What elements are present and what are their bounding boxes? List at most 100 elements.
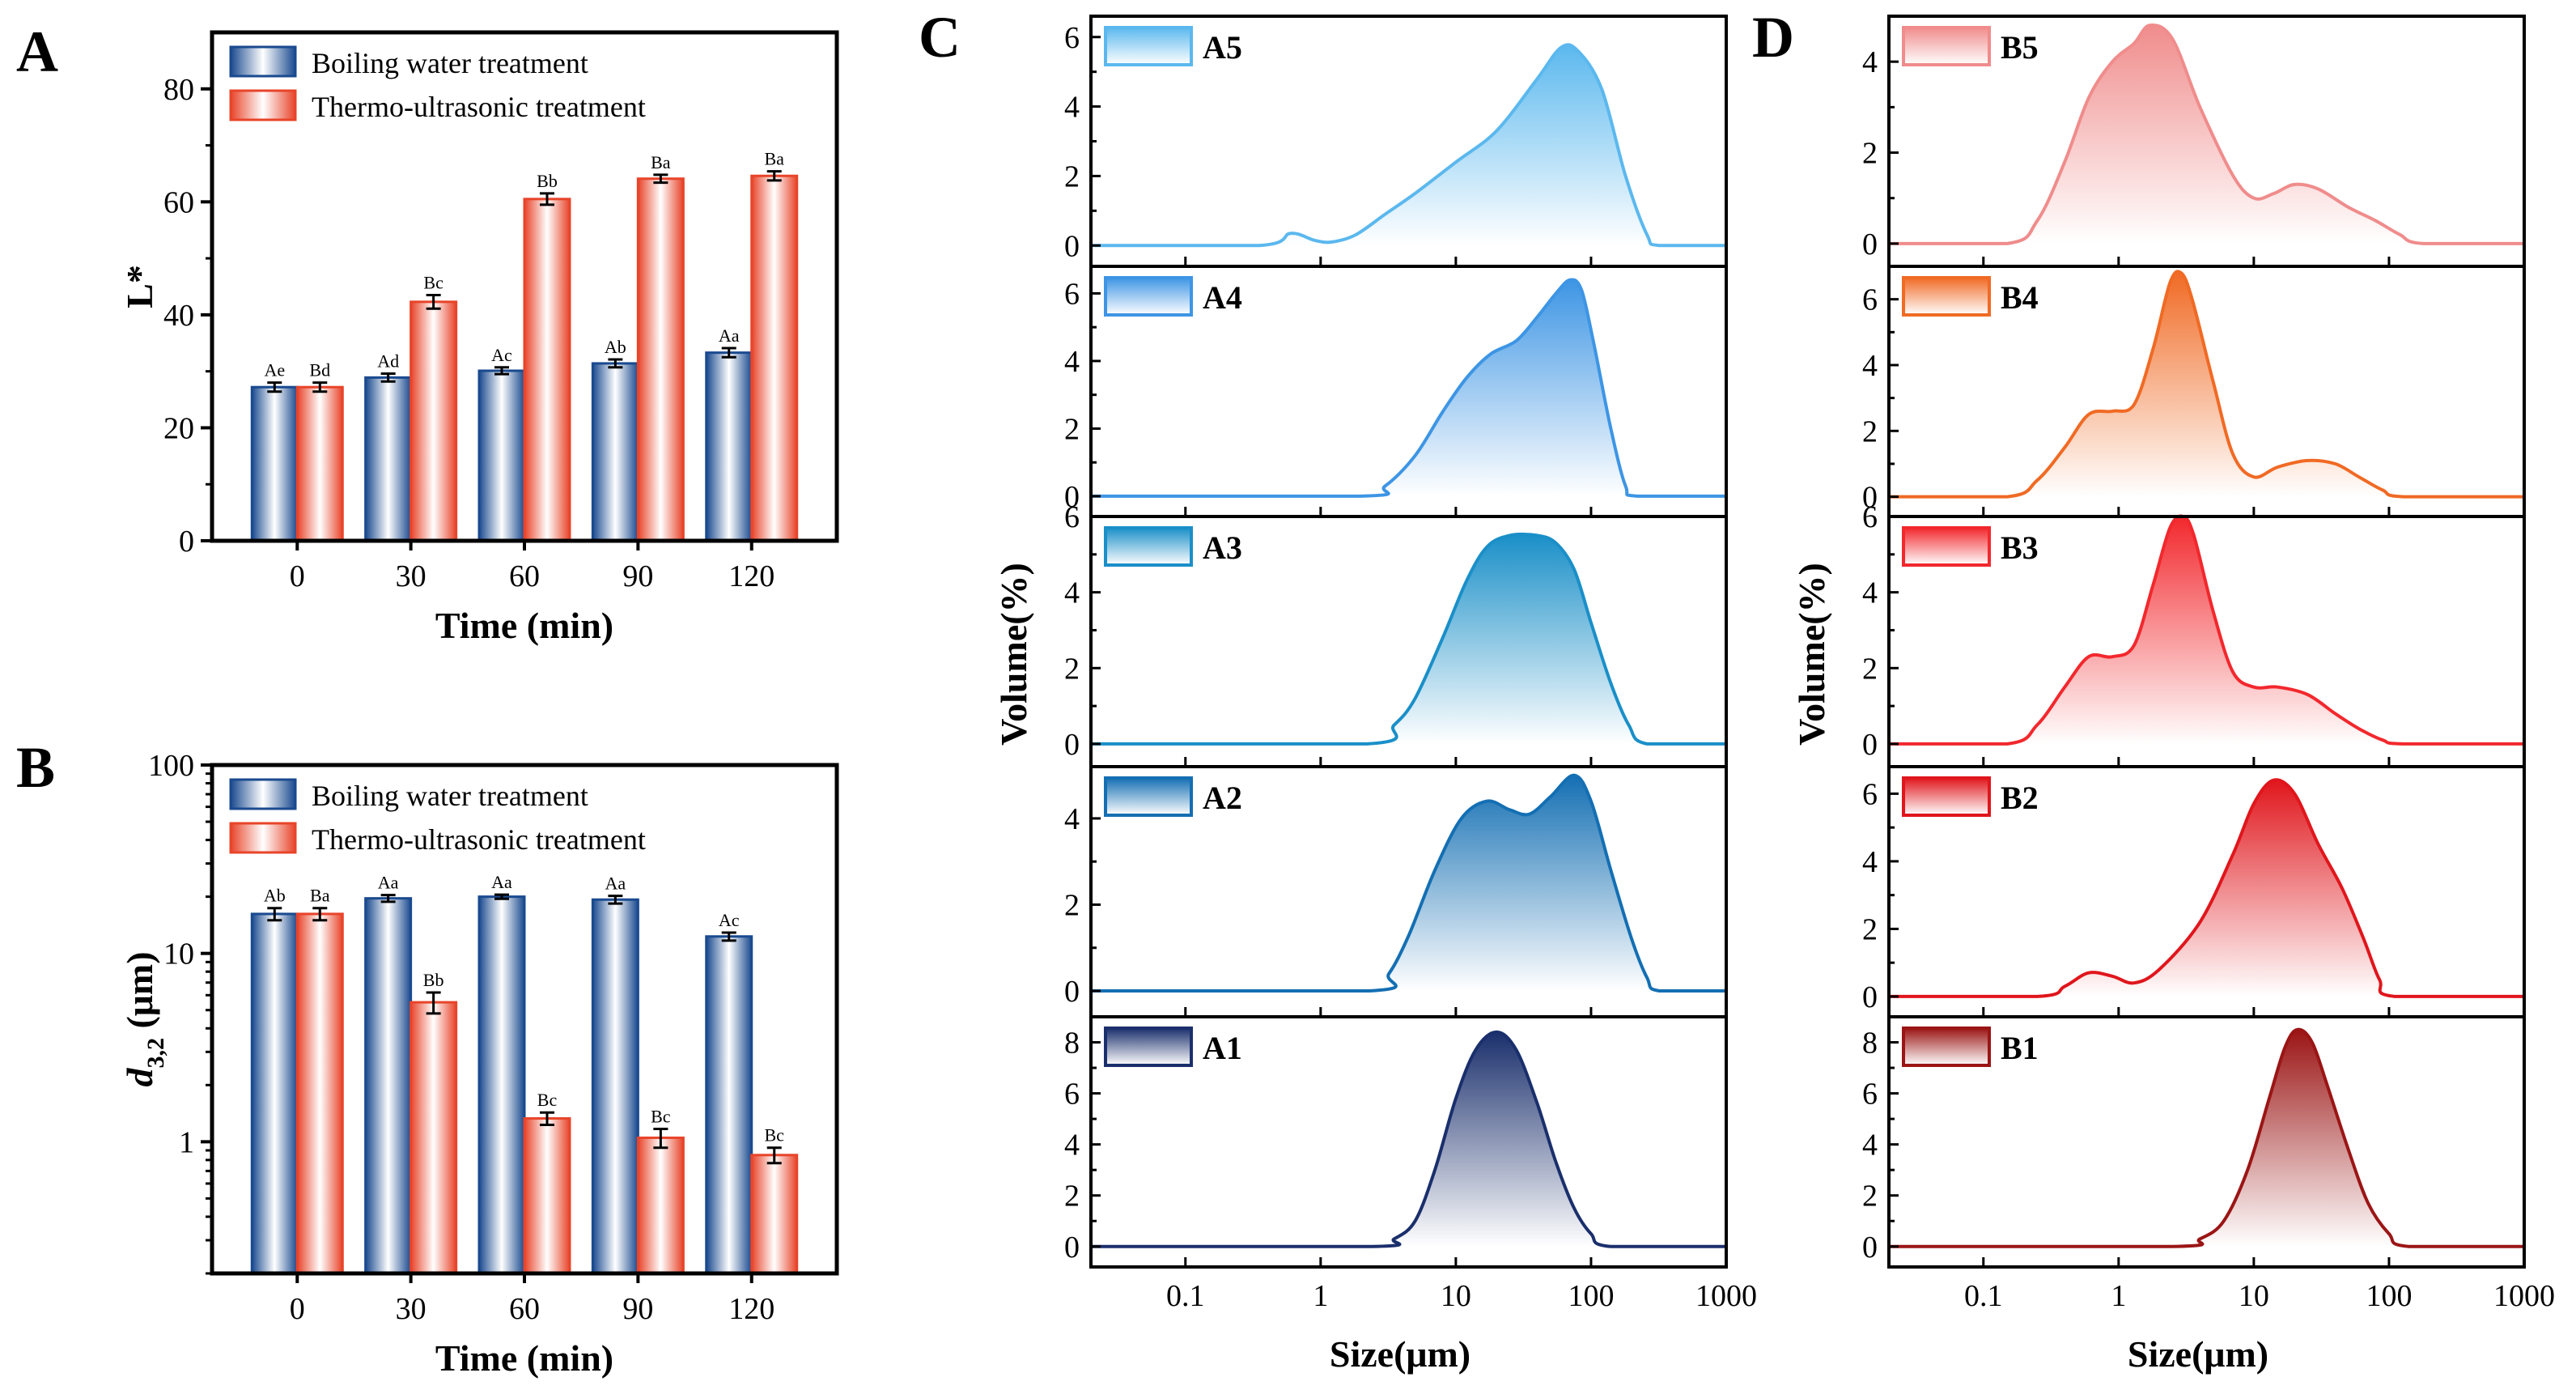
y-tick-label: 4 (1064, 802, 1080, 836)
legend-swatch (1902, 1027, 1991, 1067)
legend-label-thermo: Thermo-ultrasonic treatment (312, 91, 646, 123)
significance-label: Ac (491, 345, 512, 365)
significance-label: Bc (537, 1090, 558, 1110)
distribution-line (1888, 514, 2524, 746)
x-tick-label: 10 (2239, 1279, 2269, 1313)
y-tick-label: 2 (1862, 912, 1878, 946)
y-tick-label: 0 (179, 525, 194, 559)
legend-label: A1 (1203, 1030, 1242, 1066)
distribution-line (1889, 1027, 2524, 1248)
y-tick-label: 40 (163, 299, 194, 333)
x-tick-label: 90 (622, 1292, 653, 1326)
distribution-line (1889, 270, 2524, 499)
y-tick-label: 2 (1064, 1180, 1080, 1214)
bar (295, 912, 344, 1275)
significance-label: Ba (310, 886, 330, 906)
distribution-line (1090, 532, 1726, 746)
y-title-unit: (μm) (119, 951, 160, 1038)
y-tick-label: 8 (1064, 1027, 1080, 1061)
x-tick-label: 0 (290, 559, 305, 593)
significance-label: Bc (423, 272, 443, 292)
distribution-line (1091, 773, 1726, 993)
y-tick-label: 0 (1064, 1231, 1080, 1265)
x-tick-label: 0 (290, 1292, 305, 1326)
distribution-line (1091, 1030, 1726, 1248)
bar (410, 300, 458, 542)
y-tick-label: 0 (1064, 229, 1080, 263)
legend-label: B3 (2001, 529, 2039, 566)
y-tick-label: 0 (1862, 728, 1878, 762)
legend-swatch (1902, 26, 1991, 66)
significance-label: Bc (651, 1106, 671, 1126)
x-tick-label: 90 (622, 559, 653, 593)
legend-label: A2 (1203, 780, 1242, 816)
legend-swatch (1104, 26, 1193, 66)
significance-label: Aa (605, 874, 626, 894)
bar (364, 376, 413, 542)
y-tick-label: 2 (1862, 1180, 1878, 1214)
x-tick-label: 10 (1441, 1279, 1471, 1313)
panel-b-legend: Boiling water treatment Thermo-ultrasoni… (229, 778, 646, 856)
bar (636, 177, 685, 542)
x-tick-label: 0.1 (1964, 1279, 2003, 1313)
x-tick-label: 30 (396, 1292, 427, 1326)
y-tick-label: 6 (1064, 500, 1080, 534)
bar (705, 351, 753, 542)
y-tick-label: 6 (1064, 21, 1080, 55)
panel-letter-a: A (16, 19, 58, 84)
panel-a-y-axis-title: L* (119, 265, 160, 308)
distribution-line (1888, 778, 2524, 998)
panel-d-y-axis-title: Volume(%) (1791, 563, 1832, 746)
y-tick-label: 2 (1064, 888, 1080, 922)
y-tick-label: 10 (163, 937, 194, 971)
panel-letter-d: D (1752, 5, 1794, 70)
y-tick-label: 6 (1064, 277, 1080, 311)
y-title-main: d (119, 1068, 160, 1087)
y-tick-label: 80 (163, 73, 194, 107)
significance-label: Ab (605, 337, 626, 357)
bar (477, 369, 526, 542)
bar (410, 1001, 458, 1275)
distribution-area (1091, 45, 1726, 246)
subplot-a1: 0 2 4 6 8 A1 (1064, 1015, 1728, 1269)
x-tick-label: 30 (396, 559, 427, 593)
y-tick-label: 4 (1862, 1129, 1878, 1163)
x-tick-label: 0.1 (1166, 1279, 1205, 1313)
y-tick-label: 8 (1862, 1027, 1878, 1061)
legend-label: A4 (1203, 279, 1242, 316)
y-tick-label: 4 (1064, 91, 1080, 125)
panel-a-legend: Boiling water treatment Thermo-ultrasoni… (229, 45, 646, 123)
legend-swatch (1902, 276, 1991, 317)
panel-a-bar-chart: Ae Bd Ad Bc Ac Bb Ab Ba Aa Ba 0 30 60 90 120 0 20 40 60 80… (119, 30, 839, 646)
bar (295, 385, 344, 542)
legend-swatch (1902, 776, 1991, 817)
y-tick-label: 2 (1862, 137, 1878, 171)
panel-c-size-distributions: 0 2 4 6 A5 0 2 4 6 A4 0 2 4 6 A3 0 2 4 A2 0 2 4 6 8 A1 0.1 1 10 100 1… (993, 15, 1757, 1375)
significance-label: Bc (765, 1125, 785, 1146)
panel-b-y-axis-title: d3,2 (μm) (119, 951, 169, 1086)
distribution-area (1091, 533, 1726, 744)
x-tick-label: 1000 (1695, 1279, 1757, 1313)
significance-label: Ab (264, 886, 286, 906)
subplot-b4: 0 2 4 6 B4 (1862, 265, 2526, 518)
distribution-line (1090, 43, 1726, 248)
x-tick-label: 1 (2111, 1279, 2126, 1313)
panel-b-x-axis-title: Time (min) (435, 1337, 613, 1379)
bar (364, 897, 413, 1275)
x-tick-label: 60 (509, 1292, 540, 1326)
y-tick-label: 4 (1862, 845, 1878, 879)
y-tick-label: 6 (1862, 1078, 1878, 1112)
distribution-area (1091, 279, 1726, 496)
y-tick-label: 0 (1064, 728, 1080, 762)
y-tick-label: 6 (1862, 500, 1878, 534)
bar (705, 935, 753, 1275)
panel-c-y-axis-title: Volume(%) (993, 563, 1034, 746)
legend-label-thermo: Thermo-ultrasonic treatment (312, 823, 646, 856)
panel-d-size-distributions: 0 2 4 B5 0 2 4 6 B4 0 2 4 6 B3 0 2 4 6 B2 0 2 4 6 8 B1 0.1 1 10 100 1… (1791, 15, 2555, 1375)
subplot-b5: 0 2 4 B5 (1862, 15, 2526, 268)
x-tick-label: 120 (728, 1292, 774, 1326)
y-tick-label: 4 (1862, 576, 1878, 610)
y-tick-label: 0 (1862, 980, 1878, 1014)
